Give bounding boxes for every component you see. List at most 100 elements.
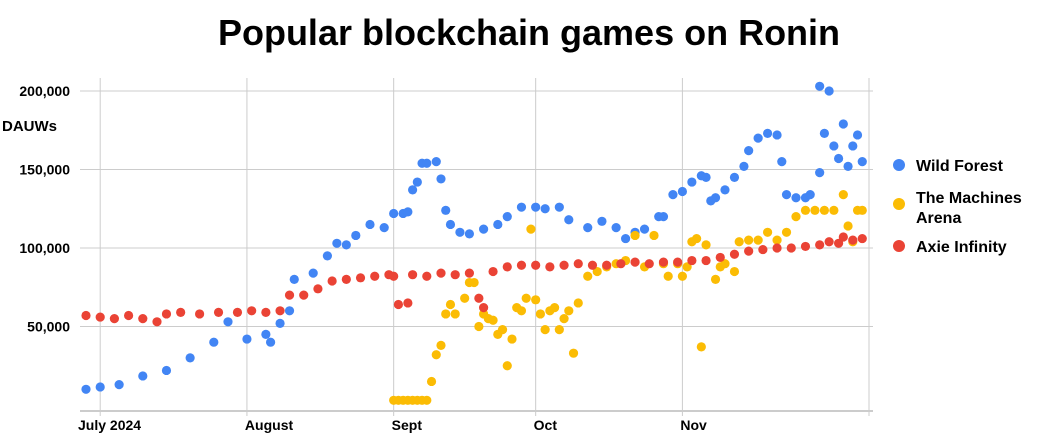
data-point	[479, 303, 489, 313]
data-point	[261, 307, 271, 317]
data-point	[630, 230, 640, 241]
axes-labels: 50,000 100,000 150,000 200,000 DAUWs July 202…	[2, 83, 707, 433]
data-point	[753, 133, 763, 143]
data-point	[403, 298, 413, 308]
data-point	[602, 260, 612, 270]
data-point	[692, 233, 702, 244]
data-point	[124, 310, 134, 321]
data-point	[493, 219, 503, 230]
data-point	[810, 205, 820, 215]
data-point	[441, 309, 451, 319]
data-point	[834, 153, 844, 164]
data-point	[393, 299, 403, 310]
data-point	[777, 157, 787, 167]
data-point	[597, 216, 607, 226]
data-point	[744, 246, 754, 256]
data-point	[758, 244, 768, 255]
data-point	[701, 240, 711, 250]
data-point	[341, 274, 351, 284]
data-point	[772, 243, 782, 253]
legend-label: The Machines	[916, 190, 1022, 207]
data-point	[365, 219, 375, 230]
data-point	[673, 257, 683, 267]
data-point	[507, 334, 517, 344]
data-point	[857, 233, 867, 244]
data-point	[843, 161, 853, 171]
data-point	[554, 202, 564, 212]
data-point	[819, 205, 830, 215]
data-point	[729, 249, 740, 259]
data-point	[284, 306, 295, 316]
x-tick-label: Sept	[392, 417, 423, 433]
data-point	[455, 227, 465, 237]
data-point	[502, 212, 512, 222]
data-point	[800, 205, 811, 215]
legend-marker	[893, 159, 905, 171]
data-point	[677, 271, 688, 281]
data-point	[308, 268, 318, 278]
legend-marker	[893, 240, 905, 252]
data-point	[668, 190, 678, 200]
data-point	[436, 268, 446, 278]
data-point	[815, 81, 825, 91]
data-point	[516, 260, 527, 270]
data-point	[744, 146, 754, 156]
data-point	[403, 207, 413, 217]
data-points	[81, 81, 867, 405]
data-point	[720, 259, 730, 269]
data-point	[436, 340, 446, 350]
data-point	[744, 235, 754, 245]
data-point	[829, 141, 839, 151]
legend-label: Axie Infinity	[916, 239, 1007, 256]
data-point	[710, 274, 721, 284]
data-point	[389, 271, 399, 281]
data-point	[351, 230, 361, 241]
data-point	[327, 276, 337, 286]
data-point	[815, 240, 825, 250]
data-point	[805, 190, 815, 200]
data-point	[389, 208, 399, 219]
data-point	[488, 315, 498, 325]
data-point	[488, 266, 498, 277]
data-point	[791, 212, 801, 222]
data-point	[729, 266, 740, 277]
x-tick-label: Oct	[534, 417, 558, 433]
data-point	[213, 307, 224, 317]
data-point	[516, 306, 527, 316]
data-point	[763, 128, 773, 138]
data-point	[436, 174, 446, 184]
data-point	[502, 262, 512, 272]
y-tick-label: 150,000	[19, 162, 70, 178]
x-tick-label: Nov	[680, 417, 707, 433]
data-point	[450, 309, 460, 319]
data-point	[422, 158, 432, 168]
data-point	[479, 224, 489, 234]
data-point	[261, 329, 271, 339]
data-point	[450, 270, 460, 280]
data-point	[161, 309, 172, 319]
data-point	[81, 310, 91, 321]
data-point	[568, 348, 579, 358]
data-point	[540, 325, 550, 335]
legend-marker	[893, 198, 905, 210]
data-point	[696, 342, 706, 352]
data-point	[266, 337, 276, 347]
data-point	[559, 314, 569, 324]
data-point	[531, 260, 541, 270]
data-point	[474, 321, 484, 332]
data-point	[857, 205, 867, 215]
data-point	[313, 284, 323, 294]
data-point	[441, 205, 451, 215]
data-point	[95, 312, 105, 322]
data-point	[824, 237, 834, 247]
data-point	[772, 235, 782, 245]
data-point	[687, 255, 697, 266]
data-point	[341, 240, 351, 250]
x-tick-label: July 2024	[78, 417, 141, 433]
data-point	[431, 157, 441, 167]
data-point	[838, 190, 848, 200]
data-point	[848, 235, 858, 245]
data-point	[284, 290, 295, 300]
data-point	[81, 384, 91, 394]
